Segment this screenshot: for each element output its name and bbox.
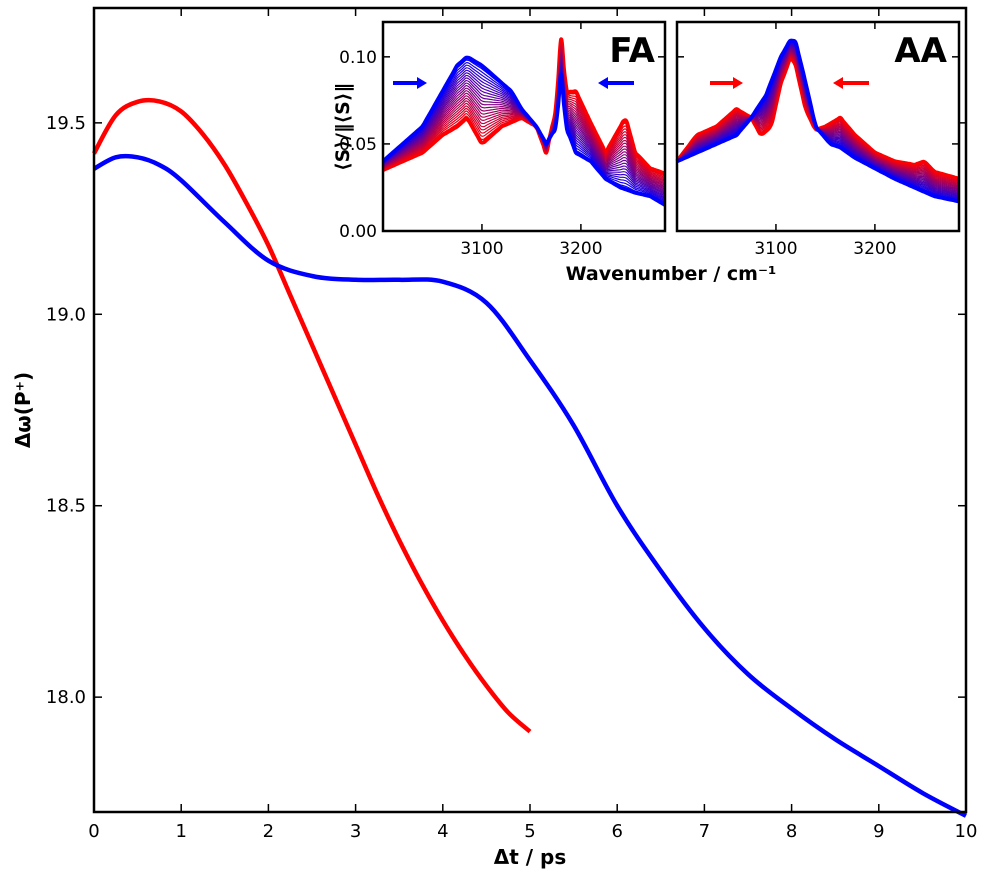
main-y-axis-title: Δω(P⁺) (11, 372, 35, 448)
x-tick-label: 8 (786, 821, 797, 842)
inset-y-tick-label: 0.05 (339, 135, 377, 155)
x-tick-label: 7 (699, 821, 710, 842)
inset-spectrum-line-24 (676, 38, 960, 204)
main-x-ticks: 0 1 2 3 4 5 6 7 8 9 10 (88, 8, 977, 842)
x-tick-label: 3 (350, 821, 361, 842)
inset-fa: 3100 3200 0.00 0.05 0.10 FA ⟨S⟩/‖⟨S⟩‖ (332, 20, 667, 259)
y-tick-label: 18.0 (46, 687, 86, 708)
inset-fa-left-arrow (393, 77, 427, 89)
x-tick-label: 10 (955, 821, 978, 842)
inset-x-tick-label: 3100 (754, 239, 797, 259)
inset-x-tick-label: 3100 (460, 239, 503, 259)
inset-spectrum-line-24 (381, 55, 667, 207)
arrow-head (598, 77, 608, 89)
main-series-line-0 (92, 97, 532, 734)
y-tick-label: 18.5 (46, 496, 86, 517)
main-series-line-1 (92, 153, 968, 818)
inset-y-tick-label: 0.10 (339, 48, 377, 68)
inset-fa-series-lines (381, 37, 667, 207)
inset-aa-right-arrow (833, 77, 869, 89)
inset-y-tick-label: 0.00 (339, 222, 377, 242)
inset-fa-y-axis-title: ⟨S⟩/‖⟨S⟩‖ (332, 83, 354, 171)
x-tick-label: 4 (437, 821, 448, 842)
inset-x-tick-label: 3200 (559, 239, 602, 259)
x-tick-label: 9 (873, 821, 884, 842)
x-tick-label: 0 (88, 821, 99, 842)
x-tick-label: 1 (175, 821, 186, 842)
inset-fa-right-arrow (598, 77, 634, 89)
main-plot: 0 1 2 3 4 5 6 7 8 9 10 18.0 18.5 19.0 19.5 Δt / ps Δω… (11, 6, 977, 869)
inset-fa-y-ticks: 0.00 0.05 0.10 (339, 48, 665, 242)
main-x-axis-title: Δt / ps (494, 845, 567, 869)
inset-fa-panel-label: FA (609, 31, 655, 71)
x-tick-label: 5 (524, 821, 535, 842)
inset-x-tick-label: 3200 (853, 239, 896, 259)
inset-aa-frame (675, 20, 961, 233)
y-tick-label: 19.5 (46, 113, 86, 134)
inset-aa-panel-label: AA (894, 31, 947, 71)
main-y-ticks: 18.0 18.5 19.0 19.5 (46, 113, 966, 708)
y-tick-label: 19.0 (46, 304, 86, 325)
arrow-head (733, 77, 743, 89)
main-series-lines (92, 97, 968, 818)
x-tick-label: 2 (263, 821, 274, 842)
inset-x-axis-title: Wavenumber / cm⁻¹ (566, 263, 777, 285)
x-tick-label: 6 (611, 821, 622, 842)
main-plot-frame (92, 6, 968, 814)
inset-fa-x-ticks: 3100 3200 (460, 22, 603, 259)
arrow-head (833, 77, 843, 89)
inset-aa-left-arrow (710, 77, 743, 89)
inset-fa-frame (381, 20, 667, 233)
arrow-head (417, 77, 427, 89)
inset-aa: 3100 3200 AA (675, 20, 961, 259)
inset-aa-series-lines (675, 38, 960, 204)
